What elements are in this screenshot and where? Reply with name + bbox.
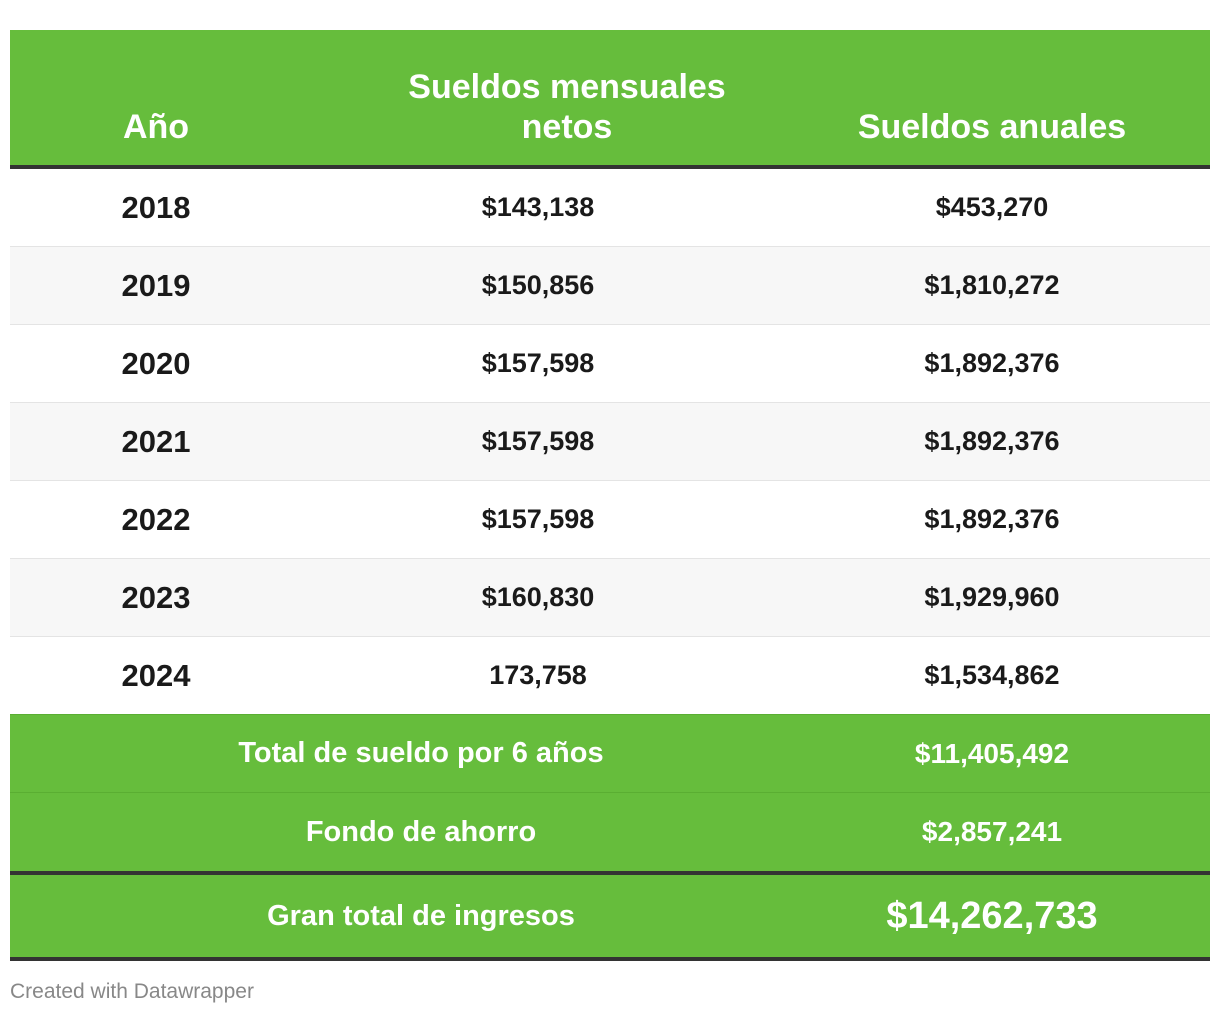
cell-monthly: $157,598	[302, 480, 774, 559]
cell-annual: $453,270	[774, 167, 1210, 247]
table-row: 2024 173,758 $1,534,862	[10, 636, 1210, 715]
cell-annual: $1,929,960	[774, 558, 1210, 637]
datawrapper-credit[interactable]: Created with Datawrapper	[10, 980, 254, 1003]
table-row: 2021 $157,598 $1,892,376	[10, 402, 1210, 481]
table-row: 2023 $160,830 $1,929,960	[10, 558, 1210, 637]
cell-year: 2024	[121, 657, 191, 693]
salary-table: Año Sueldos mensuales netos Sueldos anua…	[10, 30, 1210, 961]
cell-year: 2020	[10, 324, 302, 403]
cell-monthly: $157,598	[302, 324, 774, 403]
summary-value-total: $11,405,492	[774, 714, 1210, 793]
cell-year: 2021	[10, 402, 302, 481]
summary-value-savings: $2,857,241	[774, 792, 1210, 875]
table-header-row: Año Sueldos mensuales netos Sueldos anua…	[10, 30, 1210, 169]
cell-year: 2023	[10, 558, 302, 637]
cell-monthly: $157,598	[302, 402, 774, 481]
cell-monthly: $160,830	[302, 558, 774, 637]
cell-year: 2019	[10, 246, 302, 325]
summary-row-grand-total: Gran total de ingresos $14,262,733	[10, 873, 1210, 961]
cell-annual: $1,892,376	[774, 402, 1210, 481]
cell-annual: $1,534,862	[924, 660, 1060, 690]
summary-label-total: Total de sueldo por 6 años	[10, 714, 774, 793]
cell-annual: $1,892,376	[774, 324, 1210, 403]
summary-row-total: Total de sueldo por 6 años $11,405,492	[10, 714, 1210, 793]
table-row: 2019 $150,856 $1,810,272	[10, 246, 1210, 325]
summary-label-grand-total: Gran total de ingresos	[10, 873, 774, 961]
column-header-year[interactable]: Año	[10, 30, 302, 169]
table-row: 2020 $157,598 $1,892,376	[10, 324, 1210, 403]
cell-monthly: $150,856	[302, 246, 774, 325]
summary-value-grand-total: $14,262,733	[774, 873, 1210, 961]
column-header-monthly[interactable]: Sueldos mensuales netos	[302, 30, 774, 169]
cell-monthly: 173,758	[489, 660, 587, 690]
summary-label-savings: Fondo de ahorro	[10, 792, 774, 875]
cell-year: 2018	[10, 167, 302, 247]
table-row: 2018 $143,138 $453,270	[10, 167, 1210, 247]
cell-year: 2022	[10, 480, 302, 559]
table-row: 2022 $157,598 $1,892,376	[10, 480, 1210, 559]
salary-table-container: Año Sueldos mensuales netos Sueldos anua…	[10, 30, 1210, 961]
summary-row-savings: Fondo de ahorro $2,857,241	[10, 792, 1210, 875]
cell-annual: $1,810,272	[774, 246, 1210, 325]
column-header-annual[interactable]: Sueldos anuales	[774, 30, 1210, 169]
cell-monthly: $143,138	[302, 167, 774, 247]
cell-annual: $1,892,376	[774, 480, 1210, 559]
